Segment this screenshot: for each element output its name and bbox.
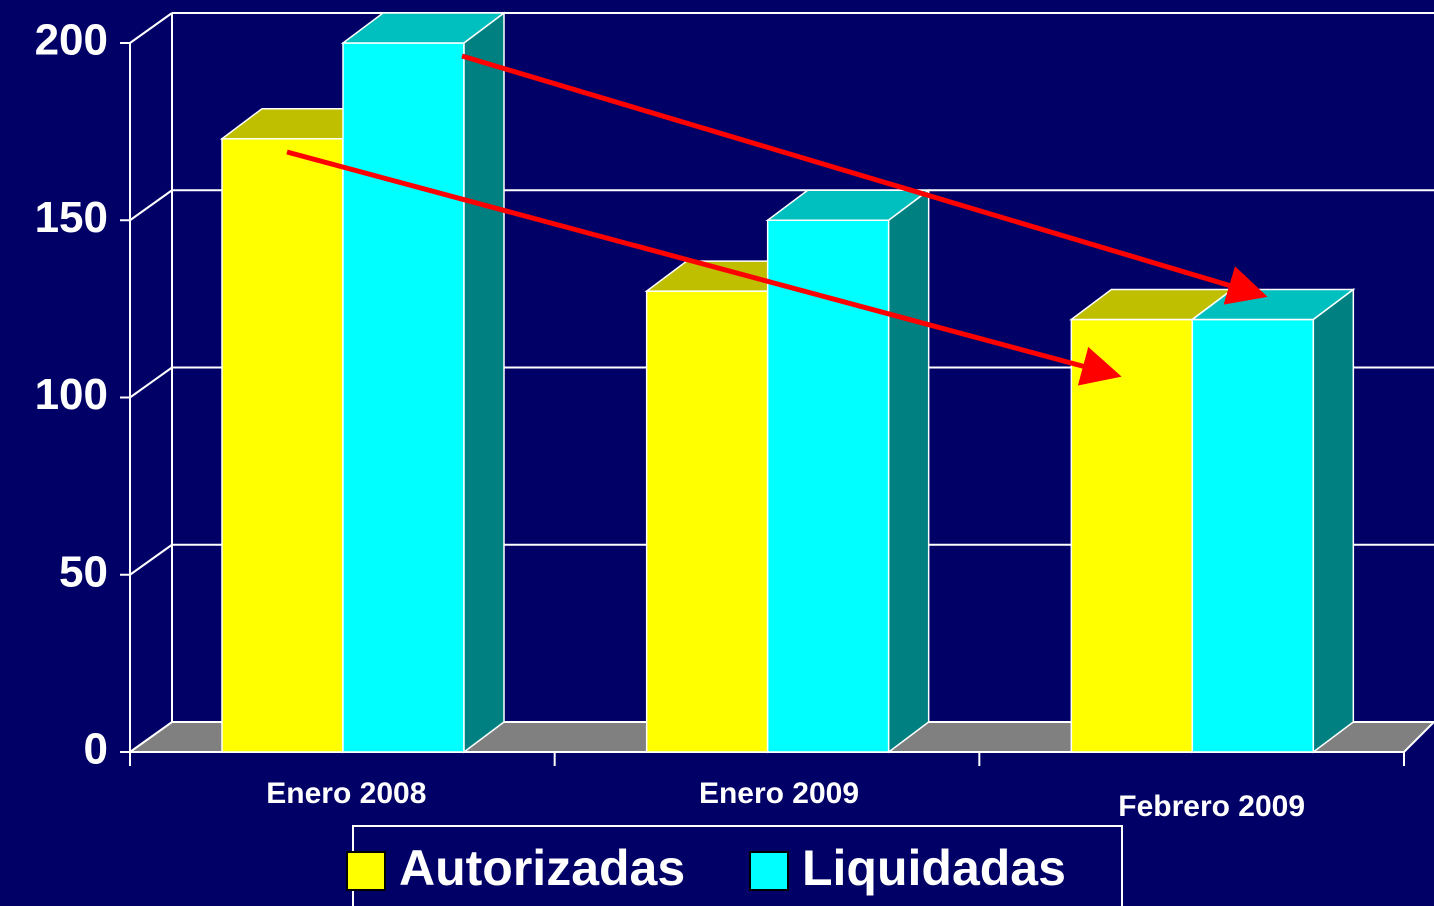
legend-label: Autorizadas	[399, 840, 685, 896]
x-tick-label: Enero 2009	[699, 777, 859, 810]
grid-line	[129, 366, 173, 399]
x-tick-label: Enero 2008	[266, 777, 426, 810]
trend-arrow	[286, 149, 1122, 386]
legend-box	[352, 825, 1123, 906]
bar	[1070, 318, 1194, 753]
grid-line	[129, 543, 173, 576]
y-tick-label: 50	[59, 547, 108, 596]
bar-side	[887, 188, 930, 754]
legend-label: Liquidadas	[802, 840, 1066, 896]
y-tick-label: 200	[35, 16, 108, 65]
bar	[221, 137, 344, 753]
grid-line	[129, 12, 173, 44]
y-tick-label: 150	[35, 193, 108, 242]
bar	[645, 290, 769, 753]
bar-side	[463, 11, 505, 754]
legend-swatch	[346, 851, 386, 891]
legend: Autorizadas Liquidadas	[346, 840, 1066, 896]
arrows	[286, 53, 1268, 386]
bar	[1191, 318, 1315, 753]
bar	[342, 42, 465, 753]
grid-line	[129, 189, 173, 222]
marks	[219, 11, 1356, 754]
x-tick-label: Febrero 2009	[1118, 790, 1305, 823]
legend-swatch	[749, 851, 789, 891]
bar-side	[1312, 288, 1355, 754]
trend-arrow	[461, 53, 1268, 305]
y-tick-label: 100	[35, 370, 108, 419]
y-tick-label: 0	[84, 725, 108, 774]
